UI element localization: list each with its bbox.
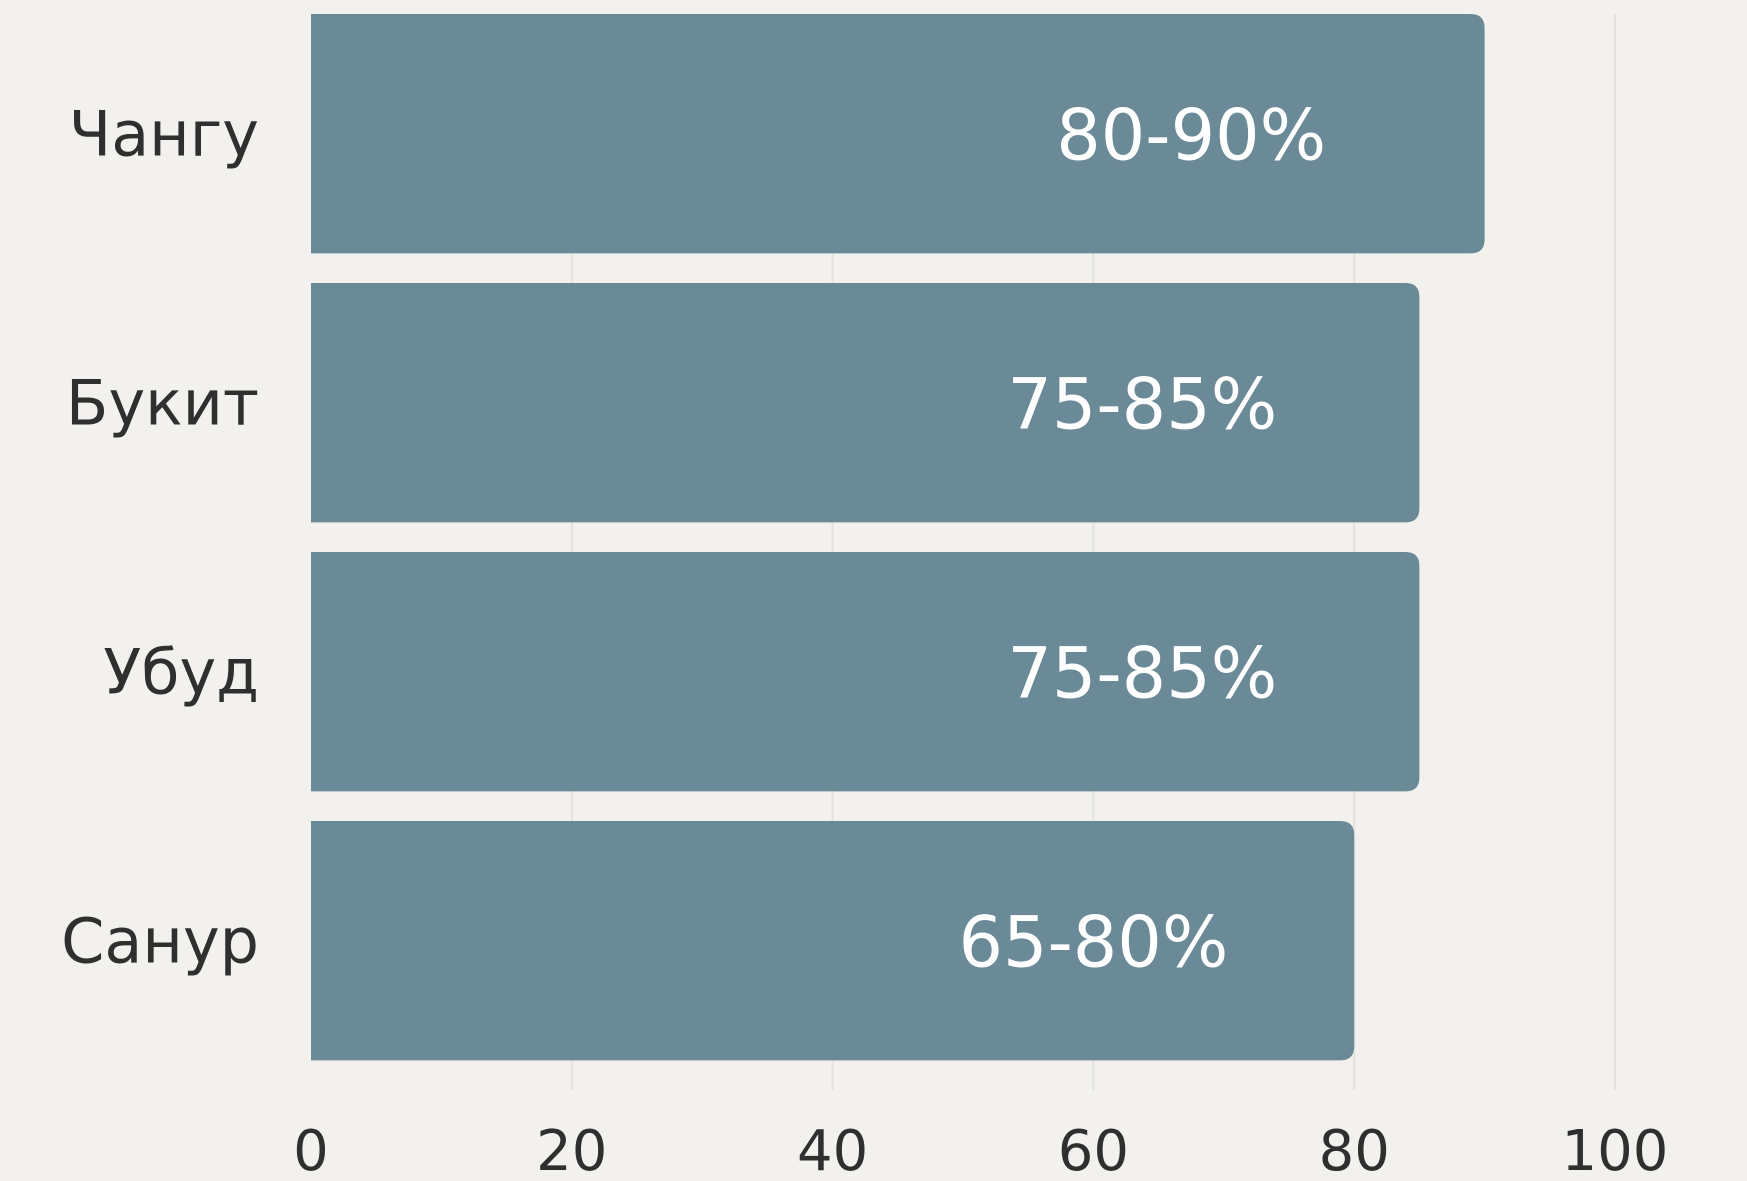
x-tick-label-0: 0 xyxy=(293,1119,329,1181)
bar-4 xyxy=(311,821,1355,1061)
data-label-1: 80-90% xyxy=(1056,95,1326,177)
data-label-3: 75-85% xyxy=(1007,633,1277,715)
category-label-2: Букит xyxy=(66,367,259,440)
data-labels: 80-90% 75-85% 75-85% 65-80% xyxy=(958,95,1326,984)
x-tick-label-60: 60 xyxy=(1058,1119,1129,1181)
category-labels: Чангу Букит Убуд Санур xyxy=(61,98,259,978)
bars xyxy=(311,14,1485,1061)
x-tick-label-100: 100 xyxy=(1562,1119,1669,1181)
category-label-3: Убуд xyxy=(103,636,259,709)
x-tick-label-20: 20 xyxy=(536,1119,607,1181)
category-label-4: Санур xyxy=(61,905,259,978)
x-tick-label-40: 40 xyxy=(797,1119,868,1181)
bar-1 xyxy=(311,14,1485,254)
data-label-2: 75-85% xyxy=(1007,364,1277,446)
x-axis-ticks: 0 20 40 60 80 100 xyxy=(293,1119,1668,1181)
data-label-4: 65-80% xyxy=(958,902,1228,984)
x-tick-label-80: 80 xyxy=(1319,1119,1390,1181)
category-label-1: Чангу xyxy=(69,98,259,171)
bar-3 xyxy=(311,552,1420,792)
bar-2 xyxy=(311,283,1420,523)
